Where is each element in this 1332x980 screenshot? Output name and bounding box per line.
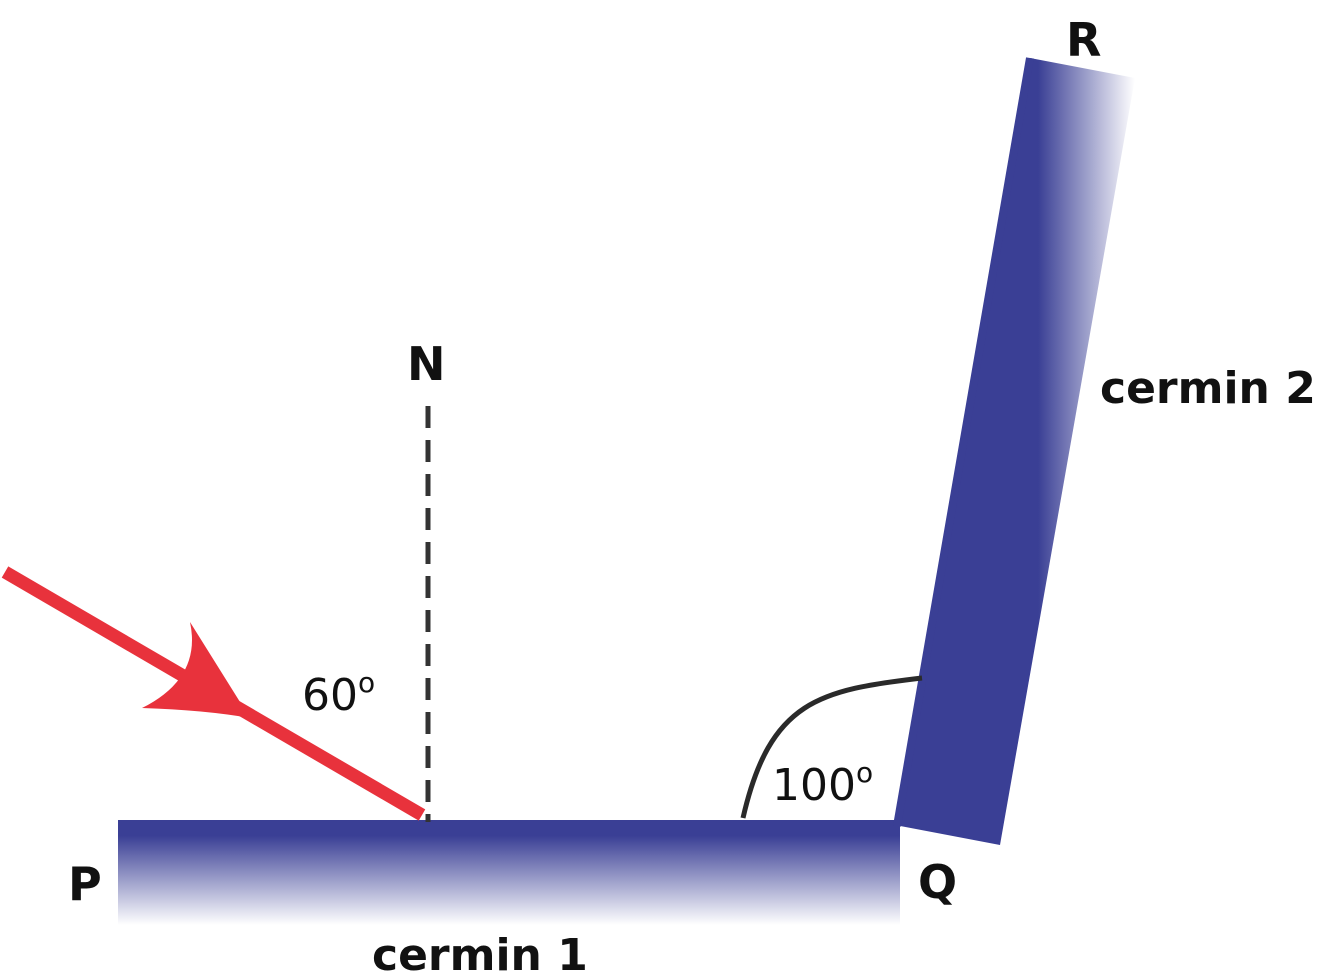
mirror-angle-value: 100 [772, 760, 856, 811]
incidence-angle-label: 60o [302, 666, 375, 721]
mirror-angle-unit: o [856, 756, 873, 789]
mirror-2-label: cermin 2 [1100, 363, 1316, 414]
mirror-1 [118, 820, 900, 925]
incidence-angle-unit: o [358, 666, 375, 699]
mirror-angle-label: 100o [772, 756, 873, 811]
incidence-angle-value: 60 [302, 670, 358, 721]
mirror-1-label: cermin 1 [372, 930, 588, 980]
mirror-2-edge [893, 57, 1034, 827]
point-n-label: N [407, 337, 446, 391]
mirror-2 [895, 58, 1135, 845]
point-r-label: R [1066, 13, 1101, 67]
point-q-label: Q [918, 855, 957, 909]
ray-arrowhead-icon [142, 622, 250, 718]
point-p-label: P [68, 857, 102, 911]
angle-arc-q [740, 675, 923, 819]
